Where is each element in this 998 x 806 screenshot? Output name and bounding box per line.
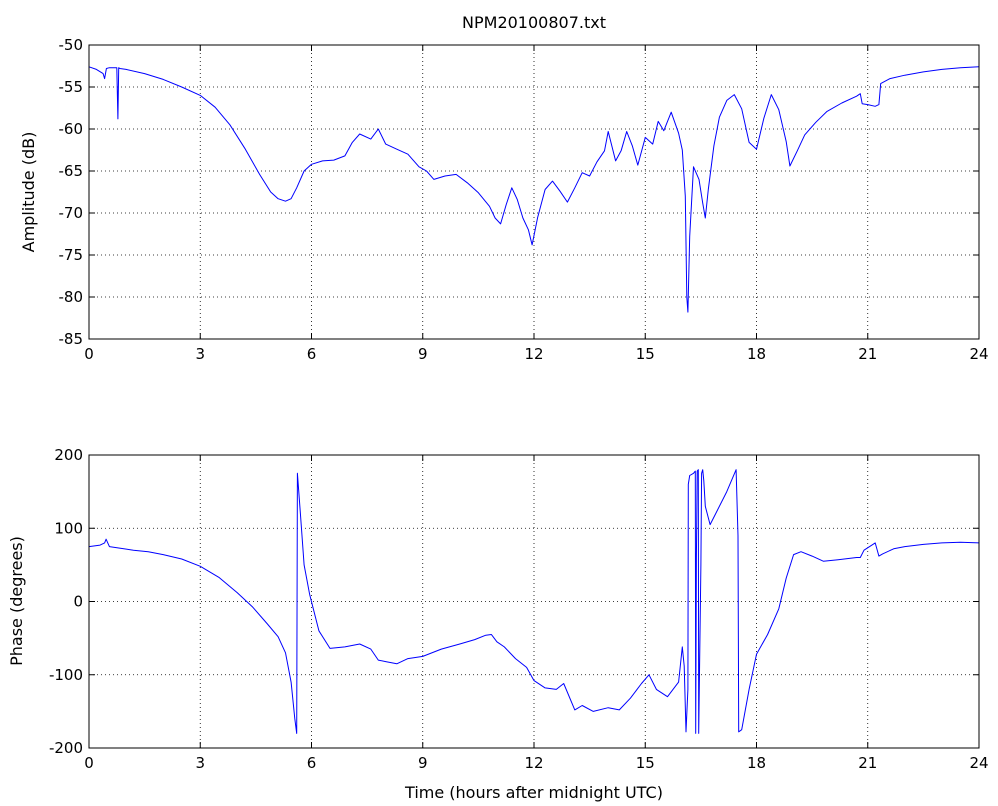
amplitude-x-tick-labels: 0 3 6 9 12 15 18 21 24 [84, 345, 988, 363]
phase-x-tick-label: 6 [307, 754, 317, 772]
amplitude-y-tick-label: -75 [59, 246, 84, 264]
amplitude-y-tick-label: -70 [59, 204, 84, 222]
amplitude-y-tick-label: -60 [59, 120, 84, 138]
phase-x-tick-label: 24 [969, 754, 988, 772]
phase-x-tick-label: 18 [747, 754, 766, 772]
phase-x-tick-label: 0 [84, 754, 94, 772]
phase-y-tick-label: -100 [49, 666, 83, 684]
phase-y-tick-label: 200 [54, 446, 83, 464]
phase-y-tick-labels: -200 -100 0 100 200 [49, 446, 83, 757]
amplitude-y-tick-label: -50 [59, 36, 84, 54]
x-axis-label: Time (hours after midnight UTC) [404, 783, 663, 802]
phase-y-axis-label: Phase (degrees) [7, 536, 26, 666]
phase-x-tick-label: 3 [195, 754, 205, 772]
phase-x-tick-label: 9 [418, 754, 428, 772]
amplitude-y-tick-label: -65 [59, 162, 84, 180]
amplitude-series-line [88, 66, 980, 313]
amplitude-x-tick-label: 18 [747, 345, 766, 363]
amplitude-y-axis-label: Amplitude (dB) [19, 132, 38, 253]
phase-y-tick-label: 0 [73, 593, 83, 611]
chart-title: NPM20100807.txt [462, 13, 606, 32]
phase-y-tick-label: 100 [54, 519, 83, 537]
amplitude-x-tick-label: 24 [969, 345, 988, 363]
phase-trace-layer [88, 469, 980, 734]
amplitude-x-tick-label: 9 [418, 345, 428, 363]
amplitude-y-tick-label: -55 [59, 78, 84, 96]
phase-x-tick-label: 15 [636, 754, 655, 772]
amplitude-plot: 0 3 6 9 12 15 18 21 24 -85-80-75-70-65-60-55-50 … [19, 13, 989, 363]
amplitude-tick-marks [88, 44, 980, 340]
amplitude-gridlines [89, 45, 979, 339]
amplitude-y-tick-label: -80 [59, 288, 84, 306]
phase-x-tick-labels: 0 3 6 9 12 15 18 21 24 [84, 754, 988, 772]
amplitude-y-tick-labels: -85 -80 -75 -70 -65 -60 -55 -50 [59, 36, 84, 348]
amplitude-x-tick-label: 6 [307, 345, 317, 363]
amplitude-x-tick-label: 0 [84, 345, 94, 363]
phase-x-tick-label: 12 [524, 754, 543, 772]
phase-plot: 0 3 6 9 12 15 18 21 24 -200 -100 0 100 200 Time (hou… [7, 446, 989, 802]
amplitude-x-tick-label: 15 [636, 345, 655, 363]
amplitude-x-tick-label: 12 [524, 345, 543, 363]
phase-x-tick-label: 21 [858, 754, 877, 772]
phase-tick-marks [88, 454, 980, 749]
amplitude-x-tick-label: 21 [858, 345, 877, 363]
phase-gridlines [89, 455, 979, 748]
phase-y-tick-label: -200 [49, 739, 83, 757]
amplitude-y-tick-label: -85 [59, 330, 84, 348]
amplitude-trace-layer [88, 66, 980, 313]
amplitude-x-tick-label: 3 [195, 345, 205, 363]
phase-series-line [88, 469, 980, 734]
